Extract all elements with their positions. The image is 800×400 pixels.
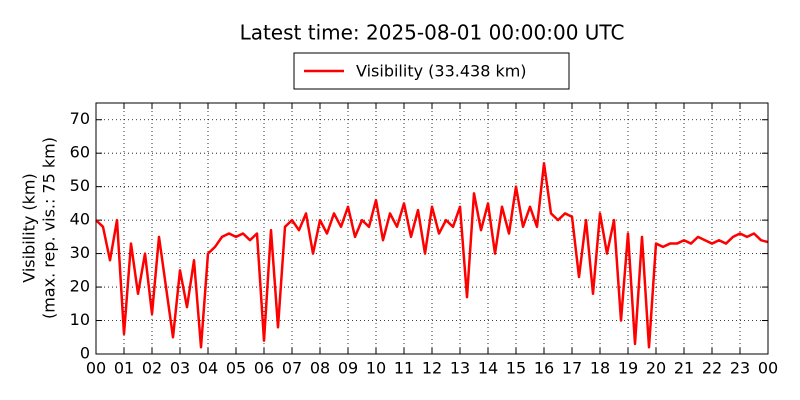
x-tick-label: 01 [114, 359, 134, 378]
x-tick-label: 10 [366, 359, 386, 378]
x-tick-label: 12 [422, 359, 442, 378]
x-tick-label: 19 [618, 359, 638, 378]
x-tick-label: 22 [702, 359, 722, 378]
plot-frame [95, 102, 769, 355]
y-axis-label: Visibility (km) [20, 173, 39, 282]
x-tick-label: 04 [198, 359, 218, 378]
x-tick-label: 15 [506, 359, 526, 378]
legend-label: Visibility (33.438 km) [356, 62, 527, 81]
x-tick-label: 02 [142, 359, 162, 378]
data-line [95, 161, 769, 349]
chart-title: Latest time: 2025-08-01 00:00:00 UTC [240, 21, 625, 45]
x-tick-label: 00 [758, 359, 778, 378]
x-tick-label: 17 [562, 359, 582, 378]
y-tick-label: 0 [80, 344, 90, 363]
y-tick-label: 70 [70, 109, 90, 128]
y-tick-label: 30 [70, 243, 90, 262]
x-tick-label: 05 [226, 359, 246, 378]
y-tick-label: 60 [70, 143, 90, 162]
y-tick-label: 50 [70, 176, 90, 195]
x-tick-label: 09 [338, 359, 358, 378]
y-tick-label: 10 [70, 310, 90, 329]
x-tick-label: 07 [282, 359, 302, 378]
x-tick-label: 06 [254, 359, 274, 378]
x-tick-label: 18 [590, 359, 610, 378]
x-tick-label: 11 [394, 359, 414, 378]
x-tick-label: 16 [534, 359, 554, 378]
y-tick-label: 20 [70, 277, 90, 296]
y-tick-label: 40 [70, 210, 90, 229]
x-tick-label: 03 [170, 359, 190, 378]
x-tick-label: 21 [674, 359, 694, 378]
x-tick-label: 00 [86, 359, 106, 378]
y-axis-label: (max. rep. vis.: 75 km) [40, 137, 59, 319]
x-tick-label: 08 [310, 359, 330, 378]
x-tick-label: 23 [730, 359, 750, 378]
x-tick-label: 14 [478, 359, 498, 378]
x-tick-label: 20 [646, 359, 666, 378]
x-tick-label: 13 [450, 359, 470, 378]
